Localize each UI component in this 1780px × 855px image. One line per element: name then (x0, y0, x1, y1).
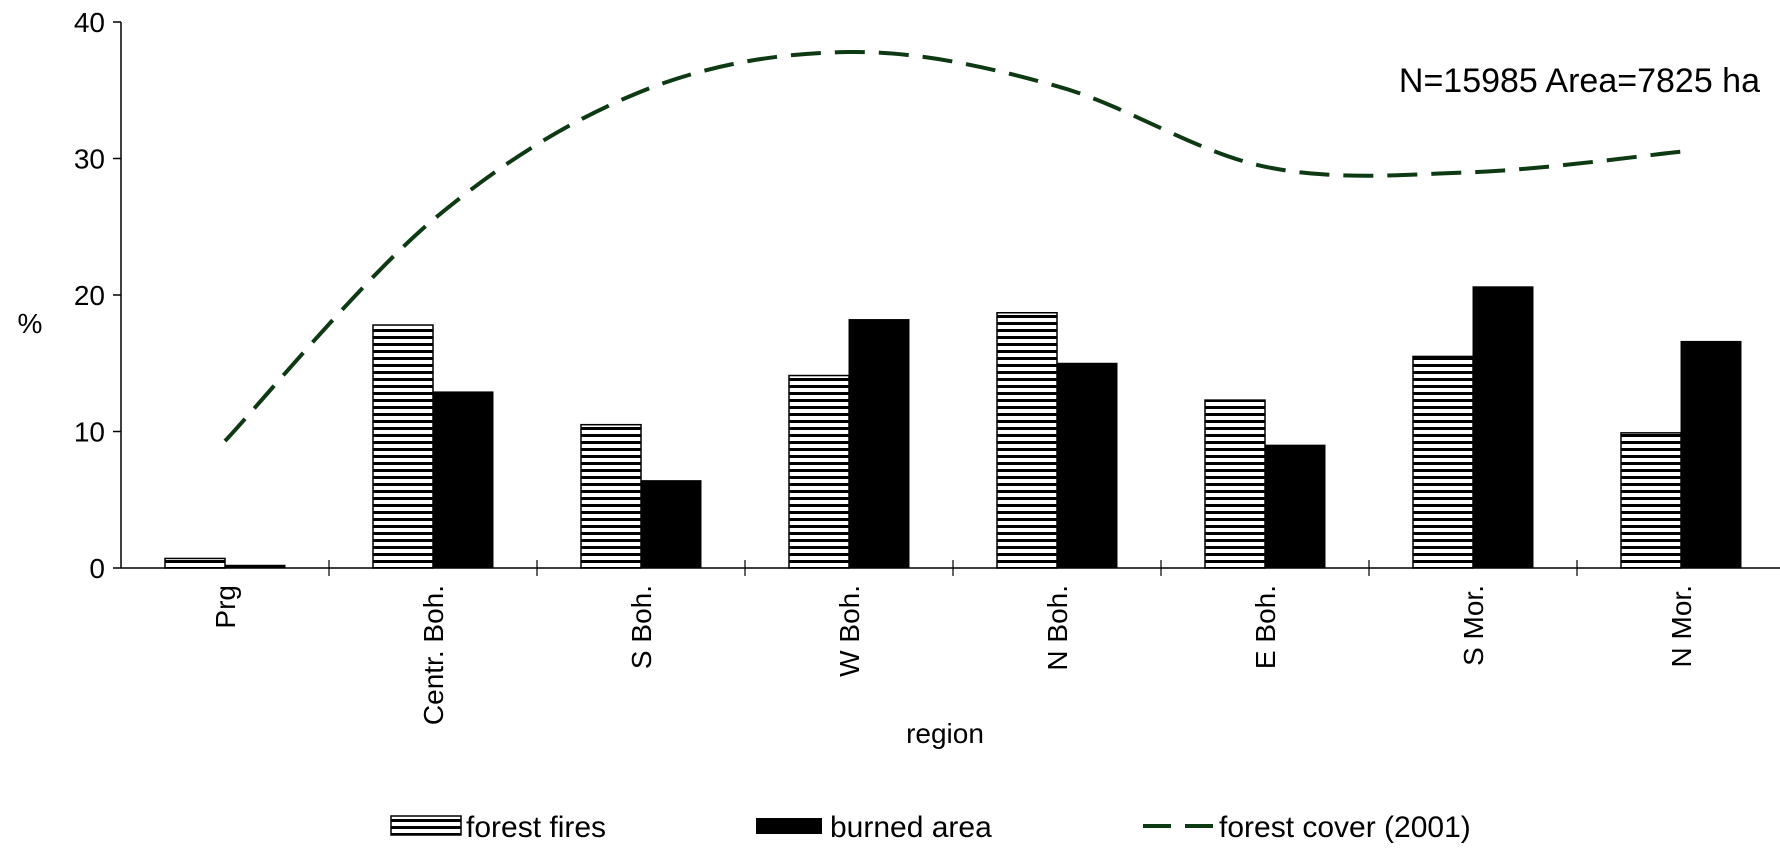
x-tick-label: N Mor. (1666, 585, 1697, 667)
bar-forest-fires-e-boh (1204, 399, 1266, 569)
chart-annotation: N=15985 Area=7825 ha (1399, 62, 1760, 100)
bar-forest-fires-n-mor (1620, 432, 1682, 569)
x-tick-label: Prg (210, 585, 241, 629)
bar-burned-area-n-mor (1680, 340, 1742, 569)
y-tick-label: 10 (74, 417, 105, 448)
x-axis-label: region (906, 718, 984, 749)
y-tick-label: 20 (74, 280, 105, 311)
bar-forest-fires-s-boh (580, 423, 642, 569)
bar-burned-area-centr-boh (432, 391, 494, 569)
bar-burned-area-n-boh (1056, 362, 1118, 569)
legend-label-forest-fires: forest fires (466, 811, 606, 844)
legend-label-forest-cover: forest cover (2001) (1219, 811, 1471, 844)
forest-cover-line-path (223, 50, 1682, 443)
bar-burned-area-prg (224, 564, 286, 569)
x-tick-label: S Mor. (1458, 585, 1489, 666)
y-axis-label: % (18, 308, 43, 339)
tick-labels: 0 10 20 30 40 Prg Centr. Boh. S Boh. W Boh. N Boh… (74, 7, 1697, 725)
legend-swatch-forest-fires (390, 815, 462, 836)
legend-swatch-burned-area (756, 818, 822, 834)
y-tick-label: 0 (89, 553, 105, 584)
bar-forest-fires-n-boh (996, 311, 1058, 569)
x-tick-label: S Boh. (626, 585, 657, 669)
bars (164, 286, 1742, 569)
bar-burned-area-w-boh (848, 319, 910, 569)
y-tick-label: 30 (74, 144, 105, 175)
legend: forest fires burned area forest cover (200… (390, 811, 1471, 844)
legend-label-burned-area: burned area (830, 811, 992, 844)
x-tick-label: E Boh. (1250, 585, 1281, 669)
x-tick-label: N Boh. (1042, 585, 1073, 671)
forest-cover-line (223, 50, 1682, 443)
bar-forest-fires-w-boh (788, 374, 850, 569)
bar-burned-area-e-boh (1264, 444, 1326, 569)
bar-forest-fires-prg (164, 557, 226, 569)
bar-forest-fires-centr-boh (372, 324, 434, 569)
y-tick-label: 40 (74, 7, 105, 38)
x-tick-label: Centr. Boh. (418, 585, 449, 725)
x-tick-label: W Boh. (834, 585, 865, 677)
bar-burned-area-s-mor (1472, 286, 1534, 569)
bar-burned-area-s-boh (640, 480, 702, 569)
bar-forest-fires-s-mor (1412, 355, 1474, 569)
